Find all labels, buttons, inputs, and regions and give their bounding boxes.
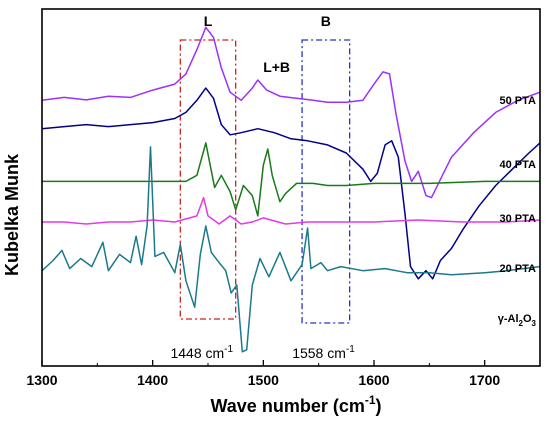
x-tick-label-1700: 1700 — [469, 372, 500, 388]
region-b-label: B — [321, 13, 331, 29]
y-axis-title: Kubelka Munk — [2, 153, 22, 276]
x-tick-label-1400: 1400 — [137, 372, 168, 388]
series-label-2: 30 PTA — [500, 213, 537, 225]
series-label-0: 50 PTA — [500, 95, 537, 107]
x-ticks: 1300 1400 1500 1600 1700 — [26, 360, 500, 388]
series-line-1 — [41, 87, 541, 280]
x-tick-label-1300: 1300 — [26, 372, 57, 388]
series-labels: 50 PTA 40 PTA 30 PTA 20 PTA γ-Al2O3 — [498, 95, 537, 328]
x-tick-label-1500: 1500 — [248, 372, 279, 388]
annotations: L+B 1448 cm-1 1558 cm-1 — [170, 59, 355, 361]
annotation-wavenumber-2: 1558 cm-1 — [292, 344, 355, 361]
region-b-box — [301, 39, 351, 324]
series-line-3 — [42, 196, 541, 225]
x-tick-label-1600: 1600 — [358, 372, 389, 388]
x-axis-title-main: Wave number (cm — [210, 396, 364, 416]
series-label-3: 20 PTA — [500, 263, 537, 275]
series-label-1: 40 PTA — [500, 159, 537, 171]
series-line-2 — [42, 142, 540, 217]
plot-frame — [41, 8, 541, 367]
annotation-l-plus-b: L+B — [263, 59, 290, 75]
series-line-4 — [41, 146, 541, 353]
x-axis-title-sup: -1 — [365, 393, 376, 407]
series-line-0 — [41, 26, 541, 199]
x-axis-title-tail: ) — [376, 396, 382, 416]
region-l-label: L — [204, 13, 213, 29]
series-label-4: γ-Al2O3 — [498, 313, 537, 328]
annotation-wavenumber-1: 1448 cm-1 — [170, 344, 233, 361]
series-layer — [41, 26, 541, 353]
x-axis-title: Wave number (cm-1) — [210, 393, 381, 416]
